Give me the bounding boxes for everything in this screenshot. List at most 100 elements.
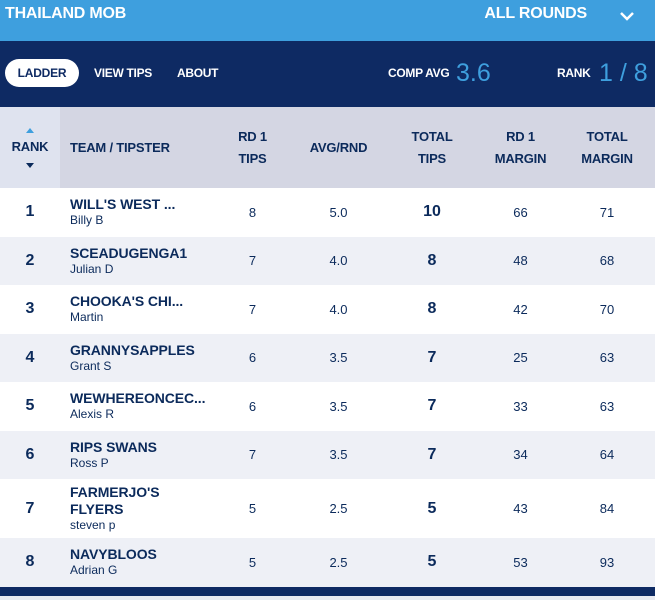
rd1-tips-cell: 7 — [248, 301, 257, 317]
total-margin-cell: 68 — [599, 253, 615, 269]
team-cell: SCEADUGENGA1 Julian D — [60, 237, 210, 286]
column-header-avg[interactable]: AVG/RND — [309, 139, 368, 155]
team-name-link[interactable]: RIPS SWANS — [70, 438, 157, 455]
rd1-tips-cell: 5 — [248, 554, 257, 570]
team-cell: WEWHEREONCEC... Alexis R — [60, 382, 210, 431]
rank-cell: 8 — [25, 553, 35, 571]
total-tips-cell: 5 — [427, 553, 437, 571]
ladder-table: RANK TEAM / TIPSTER RD 1 TIPS AVG/RND TO… — [0, 107, 655, 587]
rank-cell: 7 — [25, 499, 35, 517]
table-row[interactable]: 6 RIPS SWANS Ross P 7 3.5 7 34 64 — [0, 430, 655, 480]
team-name-link[interactable]: NAVYBLOOS — [70, 546, 157, 563]
rd1-margin-cell: 53 — [513, 554, 528, 570]
rank-cell: 2 — [25, 251, 35, 269]
rank-value: 1 / 8 — [599, 59, 648, 87]
avg-cell: 4.0 — [329, 253, 348, 269]
rd1-margin-cell: 66 — [513, 204, 528, 220]
sort-ascending-icon — [26, 127, 34, 133]
team-name-link[interactable]: FARMERJO'S FLYERS — [70, 484, 160, 517]
rd1-tips-cell: 6 — [248, 398, 257, 414]
rd1-tips-cell: 7 — [248, 253, 257, 269]
team-name-link[interactable]: GRANNYSAPPLES — [70, 341, 195, 358]
total-tips-cell: 8 — [427, 251, 437, 269]
rank-cell: 4 — [25, 348, 35, 366]
team-cell: NAVYBLOOS Adrian G — [60, 538, 210, 587]
rd1-tips-cell: 6 — [248, 350, 257, 366]
table-row[interactable]: 2 SCEADUGENGA1 Julian D 7 4.0 8 48 68 — [0, 236, 655, 286]
tipster-name: Martin — [70, 310, 104, 325]
team-cell: RIPS SWANS Ross P — [60, 431, 210, 480]
table-row[interactable]: 5 WEWHEREONCEC... Alexis R 6 3.5 7 33 63 — [0, 382, 655, 431]
total-margin-cell: 71 — [599, 204, 615, 220]
rd1-margin-cell: 34 — [513, 447, 528, 463]
avg-cell: 2.5 — [329, 554, 348, 570]
team-name-link[interactable]: SCEADUGENGA1 — [70, 244, 188, 261]
tipster-name: Julian D — [70, 261, 114, 276]
avg-cell: 3.5 — [329, 447, 348, 463]
table-row[interactable]: 8 NAVYBLOOS Adrian G 5 2.5 5 53 93 — [0, 538, 655, 587]
total-tips-cell: 10 — [423, 203, 441, 221]
avg-cell: 3.5 — [329, 350, 348, 366]
avg-cell: 3.5 — [329, 398, 348, 414]
total-tips-cell: 7 — [427, 397, 437, 415]
footer-divider — [0, 596, 655, 600]
tipster-name: Alexis R — [70, 407, 115, 422]
rank-label: RANK — [557, 66, 591, 80]
tipster-name: Grant S — [70, 358, 112, 373]
table-row[interactable]: 3 CHOOKA'S CHI... Martin 7 4.0 8 42 70 — [0, 285, 655, 334]
team-cell: WILL'S WEST ... Billy B — [60, 188, 210, 237]
chevron-down-icon[interactable] — [619, 9, 635, 23]
rd1-margin-cell: 33 — [513, 398, 528, 414]
comp-title: THAILAND MOB — [5, 5, 127, 22]
tipster-name: steven p — [70, 518, 116, 532]
total-margin-cell: 70 — [599, 301, 615, 317]
tipster-name: Adrian G — [70, 563, 118, 578]
total-tips-cell: 8 — [427, 300, 437, 318]
rank-cell: 6 — [25, 445, 35, 463]
avg-cell: 2.5 — [329, 501, 348, 516]
total-tips-cell: 7 — [427, 445, 437, 463]
team-cell: GRANNYSAPPLES Grant S — [60, 334, 210, 383]
rd1-tips-cell: 7 — [248, 447, 257, 463]
rank-cell: 3 — [25, 300, 35, 318]
rank-cell: 5 — [25, 397, 35, 415]
total-margin-cell: 84 — [599, 501, 615, 516]
rd1-tips-cell: 8 — [248, 204, 257, 220]
column-header-total-tips[interactable]: TOTAL TIPS — [411, 128, 453, 166]
column-header-rd1-tips[interactable]: RD 1 TIPS — [238, 128, 267, 166]
avg-cell: 4.0 — [329, 301, 348, 317]
total-margin-cell: 64 — [599, 447, 615, 463]
column-header-rd1-margin[interactable]: RD 1 MARGIN — [494, 128, 547, 166]
rd1-margin-cell: 43 — [513, 501, 528, 516]
comp-avg-value: 3.6 — [456, 59, 491, 87]
table-row[interactable]: 7 FARMERJO'S FLYERS steven p 5 2.5 5 43 … — [0, 479, 655, 538]
rd1-margin-cell: 48 — [513, 253, 528, 269]
footer-bar — [0, 587, 655, 596]
table-row[interactable]: 1 WILL'S WEST ... Billy B 8 5.0 10 66 71 — [0, 188, 655, 237]
table-header: RANK TEAM / TIPSTER RD 1 TIPS AVG/RND TO… — [0, 107, 655, 188]
rd1-tips-cell: 5 — [248, 501, 257, 516]
tab-about[interactable]: ABOUT — [177, 66, 219, 80]
team-cell: FARMERJO'S FLYERS steven p — [60, 479, 210, 538]
team-name-link[interactable]: CHOOKA'S CHI... — [70, 293, 184, 310]
tab-view-tips[interactable]: VIEW TIPS — [94, 66, 152, 80]
tipster-name: Billy B — [70, 213, 104, 228]
total-margin-cell: 63 — [599, 350, 615, 366]
comp-avg-label: COMP AVG — [388, 66, 450, 80]
top-bar: THAILAND MOB ALL ROUNDS — [0, 0, 655, 41]
total-margin-cell: 93 — [599, 554, 615, 570]
team-name-link[interactable]: WILL'S WEST ... — [70, 196, 176, 213]
sort-descending-icon — [26, 162, 34, 168]
column-header-rank[interactable]: RANK — [0, 107, 60, 188]
column-header-team[interactable]: TEAM / TIPSTER — [70, 139, 170, 155]
rank-cell: 1 — [25, 203, 35, 221]
tab-ladder[interactable]: LADDER — [5, 59, 79, 87]
column-header-total-margin[interactable]: TOTAL MARGIN — [581, 128, 633, 166]
rd1-margin-cell: 42 — [513, 301, 528, 317]
tipster-name: Ross P — [70, 455, 109, 470]
total-margin-cell: 63 — [599, 398, 615, 414]
table-row[interactable]: 4 GRANNYSAPPLES Grant S 6 3.5 7 25 63 — [0, 333, 655, 383]
rd1-margin-cell: 25 — [513, 350, 528, 366]
team-name-link[interactable]: WEWHEREONCEC... — [70, 390, 206, 407]
rounds-dropdown[interactable]: ALL ROUNDS — [484, 5, 587, 22]
